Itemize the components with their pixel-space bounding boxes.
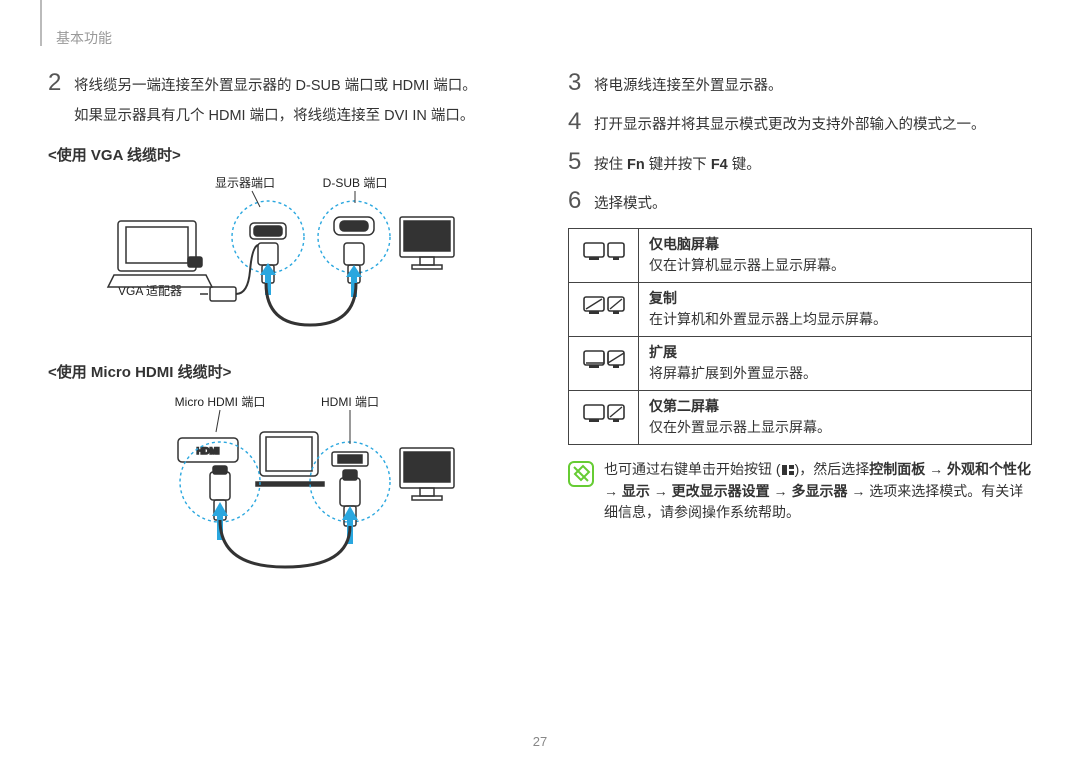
page-number: 27: [0, 734, 1080, 749]
mode-desc: 仅在外置显示器上显示屏幕。: [649, 419, 831, 435]
right-column: 3 将电源线连接至外置显示器。 4 打开显示器并将其显示模式更改为支持外部输入的…: [568, 70, 1032, 596]
mode-desc: 在计算机和外置显示器上均显示屏幕。: [649, 311, 887, 327]
step-4-text: 打开显示器并将其显示模式更改为支持外部输入的模式之一。: [594, 109, 986, 136]
vga-heading: <使用 VGA 线缆时>: [48, 144, 512, 165]
label-monitor-port: 显示器端口: [215, 176, 275, 190]
step-5: 5 按住 Fn 键并按下 F4 键。: [568, 149, 1032, 176]
note-text: 也可通过右键单击开始按钮 ()，然后选择控制面板 → 外观和个性化 → 显示 →…: [604, 459, 1032, 524]
modes-table: 仅电脑屏幕仅在计算机显示器上显示屏幕。 复制在计算机和外置显示器上均显示屏幕。 …: [568, 228, 1032, 445]
left-column: 2 将线缆另一端连接至外置显示器的 D-SUB 端口或 HDMI 端口。 如果显…: [48, 70, 512, 596]
step-3-number: 3: [568, 70, 594, 97]
step-6: 6 选择模式。: [568, 188, 1032, 215]
label-micro-hdmi: Micro HDMI 端口: [175, 395, 266, 409]
step-4-number: 4: [568, 109, 594, 136]
label-dsub-port: D-SUB 端口: [323, 176, 388, 190]
mode-icon-extend: [569, 336, 639, 390]
step-5-number: 5: [568, 149, 594, 176]
mode-title: 复制: [649, 290, 677, 306]
mode-icon-pc-only: [569, 228, 639, 282]
table-row: 扩展将屏幕扩展到外置显示器。: [569, 336, 1032, 390]
vga-diagram: 显示器端口 D-SUB 端口 VGA 适配器: [48, 175, 512, 345]
label-hdmi: HDMI 端口: [321, 395, 379, 409]
note-block: 也可通过右键单击开始按钮 ()，然后选择控制面板 → 外观和个性化 → 显示 →…: [568, 459, 1032, 524]
step-6-number: 6: [568, 188, 594, 215]
svg-text:HDMI: HDMI: [197, 446, 220, 456]
step-3: 3 将电源线连接至外置显示器。: [568, 70, 1032, 97]
hdmi-heading: <使用 Micro HDMI 线缆时>: [48, 361, 512, 382]
mode-desc: 仅在计算机显示器上显示屏幕。: [649, 257, 845, 273]
step-2-number: 2: [48, 70, 74, 128]
mode-desc: 将屏幕扩展到外置显示器。: [649, 365, 817, 381]
note-icon: [568, 461, 594, 487]
step-2: 2 将线缆另一端连接至外置显示器的 D-SUB 端口或 HDMI 端口。 如果显…: [48, 70, 512, 128]
breadcrumb: 基本功能: [56, 28, 1032, 48]
step-5-text: 按住 Fn 键并按下 F4 键。: [594, 149, 761, 176]
step-3-text: 将电源线连接至外置显示器。: [594, 70, 783, 97]
hdmi-diagram: Micro HDMI 端口 HDMI 端口 HDMI: [48, 392, 512, 582]
mode-icon-second-only: [569, 390, 639, 444]
mode-title: 仅第二屏幕: [649, 398, 719, 414]
table-row: 仅第二屏幕仅在外置显示器上显示屏幕。: [569, 390, 1032, 444]
table-row: 复制在计算机和外置显示器上均显示屏幕。: [569, 282, 1032, 336]
mode-icon-duplicate: [569, 282, 639, 336]
step-2-line2: 如果显示器具有几个 HDMI 端口，将线缆连接至 DVI IN 端口。: [74, 105, 477, 127]
step-6-text: 选择模式。: [594, 188, 667, 215]
step-4: 4 打开显示器并将其显示模式更改为支持外部输入的模式之一。: [568, 109, 1032, 136]
mode-title: 扩展: [649, 344, 677, 360]
label-vga-adapter: VGA 适配器: [118, 284, 182, 298]
mode-title: 仅电脑屏幕: [649, 236, 719, 252]
table-row: 仅电脑屏幕仅在计算机显示器上显示屏幕。: [569, 228, 1032, 282]
step-2-line1: 将线缆另一端连接至外置显示器的 D-SUB 端口或 HDMI 端口。: [74, 75, 477, 97]
